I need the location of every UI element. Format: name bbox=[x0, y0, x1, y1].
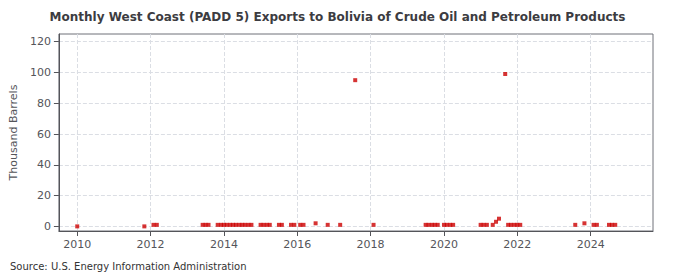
svg-text:100: 100 bbox=[30, 66, 51, 79]
svg-text:0: 0 bbox=[44, 220, 51, 233]
svg-text:Source: U.S. Energy Informatio: Source: U.S. Energy Information Administ… bbox=[10, 261, 247, 272]
svg-text:120: 120 bbox=[30, 35, 51, 48]
svg-text:2024: 2024 bbox=[577, 238, 605, 251]
svg-text:20: 20 bbox=[37, 189, 51, 202]
svg-text:2016: 2016 bbox=[283, 238, 311, 251]
svg-text:2020: 2020 bbox=[430, 238, 458, 251]
svg-text:Monthly West Coast (PADD 5) Ex: Monthly West Coast (PADD 5) Exports to B… bbox=[50, 10, 626, 24]
svg-text:2018: 2018 bbox=[357, 238, 385, 251]
svg-text:80: 80 bbox=[37, 97, 51, 110]
svg-text:2012: 2012 bbox=[137, 238, 165, 251]
svg-text:Thousand Barrels: Thousand Barrels bbox=[7, 84, 20, 181]
svg-text:2010: 2010 bbox=[63, 238, 91, 251]
svg-text:2022: 2022 bbox=[503, 238, 531, 251]
svg-text:2014: 2014 bbox=[210, 238, 238, 251]
svg-text:40: 40 bbox=[37, 158, 51, 171]
svg-text:60: 60 bbox=[37, 128, 51, 141]
